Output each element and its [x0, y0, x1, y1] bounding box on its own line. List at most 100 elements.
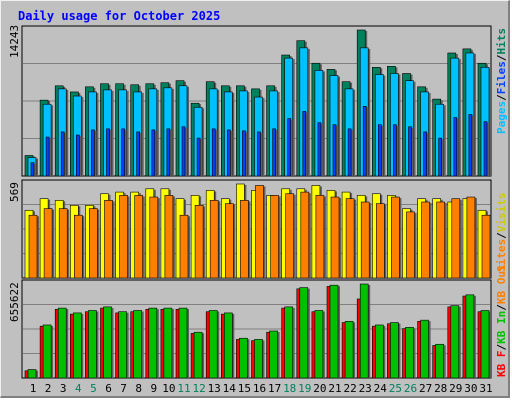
files-bar-shadow: [168, 129, 172, 176]
files-bar-shadow: [63, 132, 67, 176]
legend-panel1: Pages/Files/Hits: [495, 28, 508, 134]
files-bar: [151, 129, 156, 177]
files-bar: [302, 111, 307, 177]
files-bar-shadow: [259, 132, 263, 176]
day-label: 8: [135, 382, 142, 395]
sites-bar: [43, 208, 53, 279]
day-label: 4: [75, 382, 82, 395]
kbin-bar: [284, 306, 294, 379]
kbin-bar: [420, 319, 429, 379]
kbin-bar: [405, 327, 414, 379]
kbin-bar: [88, 310, 97, 379]
files-bar-shadow: [289, 119, 293, 176]
kbin-bar: [269, 330, 278, 379]
files-bar: [91, 129, 95, 177]
sites-bar: [164, 195, 174, 279]
files-bar-shadow: [319, 123, 323, 176]
sites-bar: [134, 195, 143, 279]
files-bar-shadow: [470, 115, 474, 176]
kbin-bar: [480, 310, 490, 379]
day-label: 17: [268, 382, 281, 395]
day-label: 28: [434, 382, 447, 395]
files-bar: [227, 129, 231, 177]
files-bar: [423, 131, 427, 177]
sites-bar: [209, 200, 219, 279]
files-bar: [272, 128, 276, 177]
sites-bar: [285, 193, 295, 279]
day-label: 6: [105, 382, 112, 395]
kbin-bar: [73, 312, 82, 379]
sites-bar: [240, 200, 249, 279]
day-label: 11: [177, 382, 190, 395]
legend-kbin: KB In: [495, 311, 508, 344]
sites-bar: [421, 201, 430, 279]
kbin-bar: [344, 321, 354, 379]
files-bar: [453, 117, 458, 177]
kbin-bar: [27, 369, 37, 379]
files-bar-shadow: [440, 139, 444, 176]
day-label: 5: [90, 382, 97, 395]
legend-sites: Sites: [495, 239, 508, 272]
kbin-bar: [314, 310, 324, 379]
kbin-bar: [42, 324, 52, 379]
day-label: 31: [479, 382, 492, 395]
files-bar-shadow: [365, 107, 369, 176]
files-bar: [377, 124, 382, 177]
visits-sites-bars: [24, 183, 492, 279]
files-bar: [121, 128, 125, 177]
files-bar: [287, 118, 292, 177]
sites-bar: [330, 196, 340, 279]
legend-panel3: KB F/KB In/KB Out: [495, 264, 508, 377]
legend-sep: /: [495, 94, 508, 101]
kbin-bar: [193, 331, 203, 379]
kb-bars: [24, 283, 491, 379]
files-bar: [362, 105, 367, 177]
day-label: 24: [374, 382, 388, 395]
legend-kbf: KB F: [495, 351, 508, 378]
panel2-max-label: 569: [8, 182, 21, 202]
files-bar: [347, 128, 352, 177]
panel1-max-label: 14243: [8, 25, 21, 58]
kbin-bar: [57, 307, 67, 379]
files-bar-shadow: [425, 132, 429, 176]
files-bar-shadow: [48, 138, 52, 176]
day-label: 26: [404, 382, 417, 395]
files-bar-shadow: [486, 122, 489, 176]
files-bar-shadow: [274, 129, 278, 176]
sites-bar: [391, 196, 400, 279]
legend-sep: /: [495, 304, 508, 311]
legend-sep: /: [495, 344, 508, 351]
day-label: 7: [120, 382, 127, 395]
files-bar: [438, 137, 443, 177]
kbin-bar: [435, 343, 445, 379]
kbin-bar: [208, 310, 218, 379]
sites-bar: [315, 195, 325, 279]
sites-bar: [406, 211, 415, 279]
files-bar-shadow: [214, 129, 218, 176]
sites-bar: [360, 201, 370, 279]
files-bar: [106, 128, 110, 177]
day-label: 9: [150, 382, 157, 395]
chart-title: Daily usage for October 2025: [18, 9, 220, 23]
files-bar-shadow: [33, 163, 36, 176]
day-label: 29: [449, 382, 462, 395]
files-bar-shadow: [455, 118, 459, 176]
day-label: 21: [328, 382, 341, 395]
sites-bar: [58, 208, 68, 279]
files-bar: [60, 131, 65, 177]
files-bar-shadow: [380, 125, 384, 176]
sites-bar: [149, 196, 159, 279]
day-label: 16: [253, 382, 266, 395]
legend-sep: /: [495, 54, 508, 61]
kbin-bar: [239, 337, 248, 379]
files-bar: [45, 136, 50, 177]
files-bar: [136, 131, 140, 177]
sites-bar: [119, 195, 128, 279]
sites-bar: [345, 198, 355, 279]
legend-kbout: KB Out: [495, 264, 508, 304]
kbin-bar: [103, 306, 112, 379]
kbin-bar: [465, 294, 475, 379]
files-bar: [30, 162, 35, 177]
files-bar-shadow: [153, 130, 157, 176]
